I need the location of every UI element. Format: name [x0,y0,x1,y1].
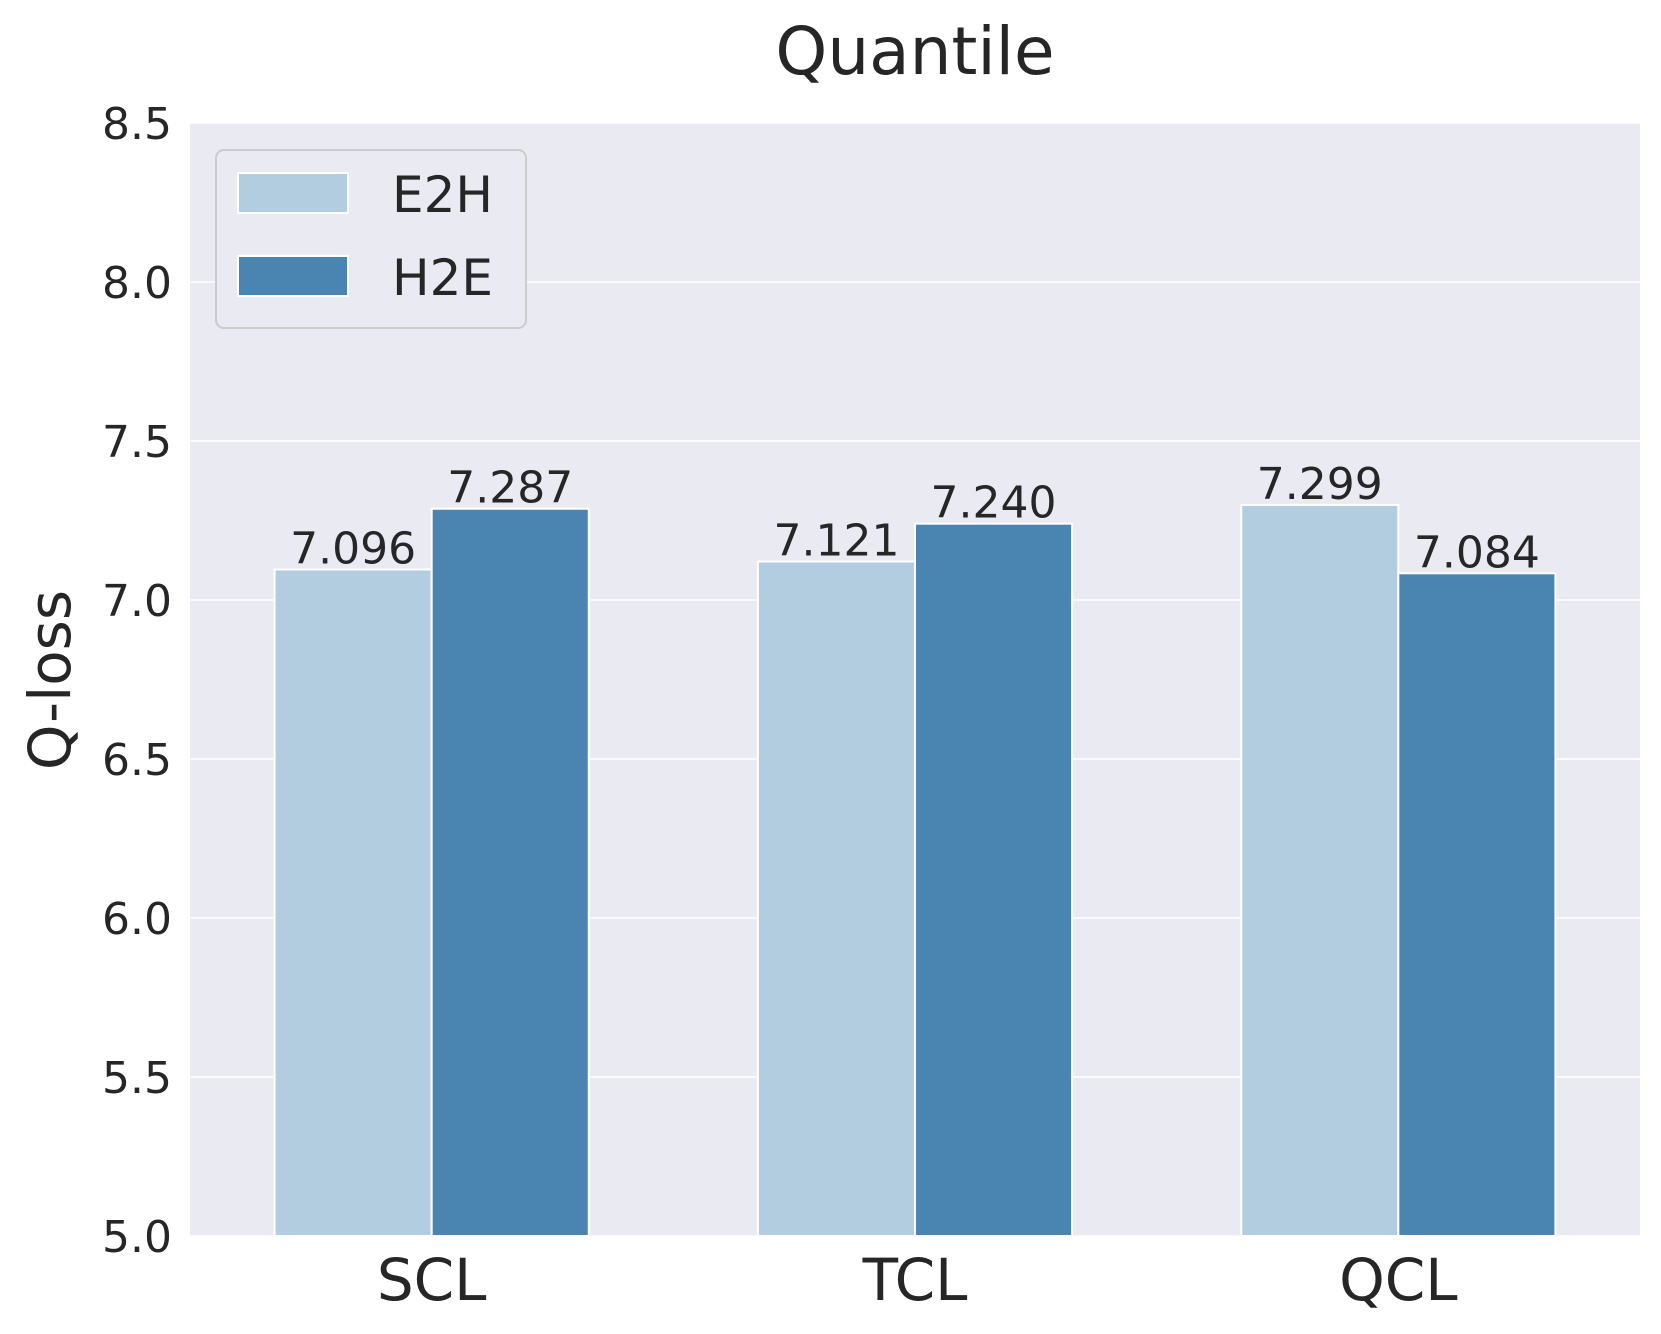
data-label-h2e-qcl: 7.084 [1414,527,1540,578]
x-tick-label-qcl: QCL [1339,1246,1457,1314]
bar-e2h-qcl [1240,503,1400,1237]
y-tick-label: 7.5 [102,417,172,468]
y-tick-label: 8.5 [102,99,172,150]
y-tick-label: 7.0 [102,576,172,627]
bar-h2e-qcl [1397,572,1557,1237]
x-tick-label-tcl: TCL [862,1246,968,1314]
data-label-e2h-tcl: 7.121 [773,516,899,567]
y-tick-label: 5.0 [102,1212,172,1263]
legend-swatch-h2e [237,255,349,297]
chart-title: Quantile [775,13,1054,90]
data-label-h2e-scl: 7.287 [447,463,573,514]
data-label-e2h-scl: 7.096 [290,523,416,574]
y-tick-label: 5.5 [102,1053,172,1104]
legend: E2H H2E [215,149,527,329]
y-tick-label: 6.5 [102,735,172,786]
bar-h2e-scl [430,507,590,1237]
data-label-e2h-qcl: 7.299 [1257,459,1383,510]
y-axis-ticks: 5.0 5.5 6.0 6.5 7.0 7.5 8.0 8.5 [102,99,172,1263]
data-label-h2e-tcl: 7.240 [931,478,1057,529]
x-tick-label-scl: SCL [377,1246,487,1314]
y-tick-label: 8.0 [102,258,172,309]
bar-e2h-tcl [756,560,917,1237]
bars [273,503,1557,1237]
bar-e2h-scl [273,568,433,1237]
legend-swatch-e2h [237,172,349,214]
bar-h2e-tcl [914,522,1074,1237]
data-labels: 7.096 7.287 7.121 7.240 7.299 7.084 [290,459,1540,578]
y-axis-label: Q-loss [16,590,84,770]
legend-label-h2e: H2E [392,249,493,307]
x-axis-ticks: SCL TCL QCL [377,1246,1458,1314]
y-tick-label: 6.0 [102,894,172,945]
legend-label-e2h: E2H [392,166,493,224]
